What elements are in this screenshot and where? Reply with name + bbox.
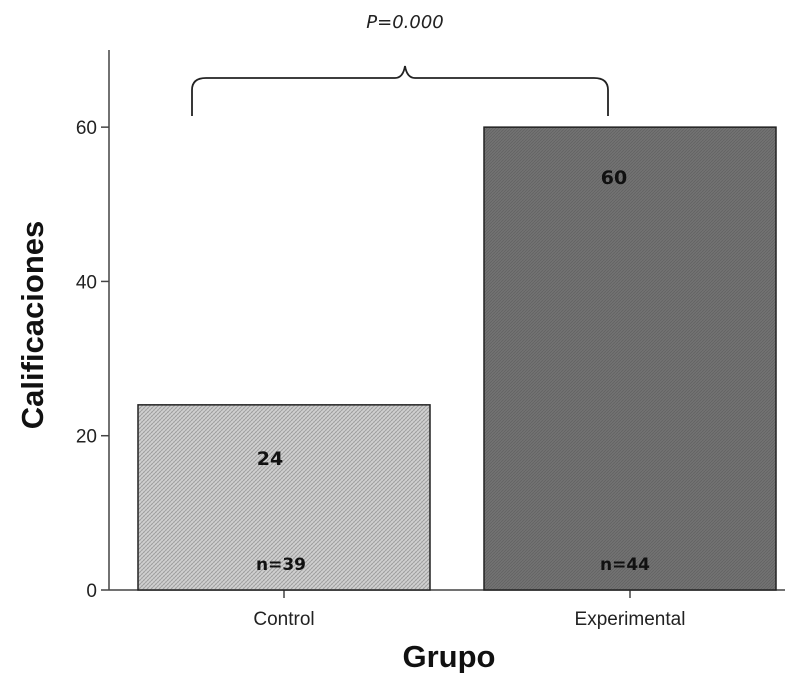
significance-annotation: P=0.000 [191,12,609,116]
bar-control [137,404,431,591]
y-tick-label: 40 [76,272,97,293]
n-label: n=39 [256,555,306,575]
data-label: 24 [257,448,283,470]
bar-experimental [483,126,777,591]
y-tick-label: 0 [86,581,97,602]
significance-brace [191,65,609,116]
bar-labels: Control 24 n=39 Experimental 60 n=44 [253,167,685,630]
y-tick-label: 60 [76,118,97,139]
x-tick-label: Experimental [575,609,686,630]
data-label: 60 [601,167,627,189]
p-value-label: P=0.000 [366,12,443,33]
y-tick-label: 20 [76,427,97,448]
x-tick-label: Control [253,609,314,630]
x-axis-title: Grupo [403,639,496,673]
n-label: n=44 [600,555,650,575]
y-axis-title: Calificaciones [15,221,50,429]
bars [137,126,777,591]
